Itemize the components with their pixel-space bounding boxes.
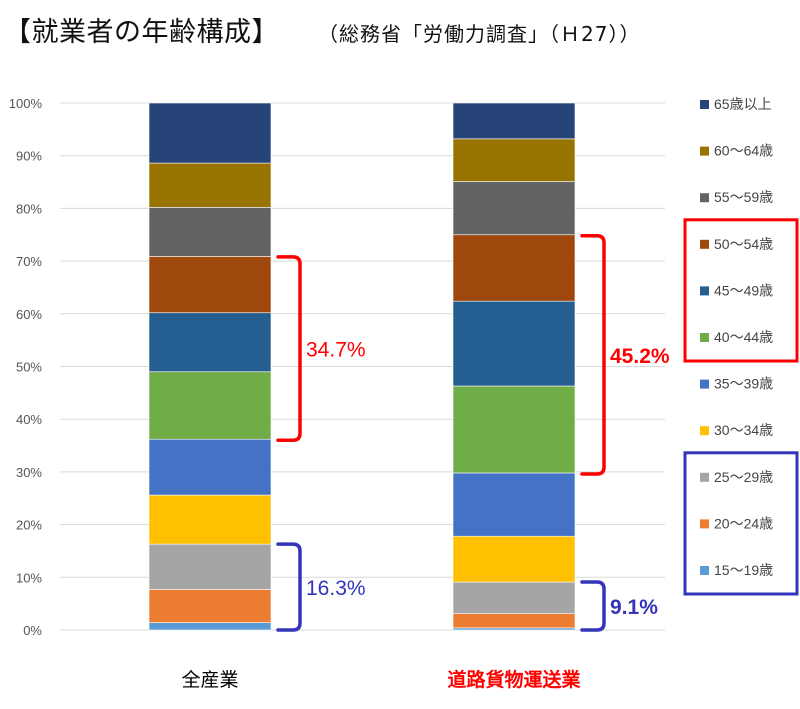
y-tick-label: 100% xyxy=(9,96,43,111)
bar-segment xyxy=(452,581,576,614)
legend-label: 50〜54歳 xyxy=(714,236,773,252)
y-tick-label: 40% xyxy=(16,412,42,427)
legend-label: 35〜39歳 xyxy=(714,376,773,392)
chart-title: 【就業者の年齢構成】 xyxy=(4,17,279,48)
annotation-label: 34.7% xyxy=(306,339,366,362)
legend-swatch xyxy=(700,472,709,482)
bar-segment xyxy=(148,494,272,545)
legend-swatch xyxy=(700,239,709,249)
legend-label: 60〜64歳 xyxy=(714,143,773,159)
bar-segment xyxy=(452,181,576,236)
chart-subtitle: （総務省「労働力調査」（Ｈ27）） xyxy=(318,22,641,46)
bar-segment xyxy=(148,622,272,631)
y-tick-label: 0% xyxy=(23,623,42,638)
bar-segment xyxy=(452,234,576,302)
category-label: 全産業 xyxy=(181,669,238,691)
bar-segment xyxy=(148,438,272,496)
bar-segment xyxy=(148,256,272,314)
y-tick-label: 60% xyxy=(16,307,42,322)
legend-swatch xyxy=(700,426,709,436)
legend-swatch xyxy=(700,566,709,575)
bar-segment xyxy=(148,207,272,257)
legend-swatch xyxy=(700,146,709,156)
legend-label: 40〜44歳 xyxy=(714,329,773,345)
legend-swatch xyxy=(700,193,709,203)
bar-segment xyxy=(452,613,576,629)
legend-swatch xyxy=(700,100,709,109)
bar-segment xyxy=(148,371,272,440)
bar-segment xyxy=(452,138,576,182)
legend-label: 25〜29歳 xyxy=(714,469,773,485)
y-tick-label: 70% xyxy=(16,254,42,269)
y-tick-label: 10% xyxy=(16,570,42,585)
bar-segment xyxy=(148,543,272,590)
y-tick-label: 20% xyxy=(16,518,42,533)
annotation-bracket xyxy=(276,255,302,443)
annotation-label: 16.3% xyxy=(306,577,366,600)
bar-segment xyxy=(452,300,576,387)
legend-label: 15〜19歳 xyxy=(714,562,773,578)
legend-swatch xyxy=(700,379,709,389)
legend-group-box xyxy=(683,218,799,363)
annotation-bracket xyxy=(276,542,302,632)
legend-label: 45〜49歳 xyxy=(714,282,773,298)
annotation-label: 45.2% xyxy=(610,345,670,368)
legend-swatch xyxy=(700,519,709,529)
y-tick-label: 30% xyxy=(16,465,42,480)
bar-segment xyxy=(452,102,576,140)
annotation-label: 9.1% xyxy=(610,596,658,619)
y-tick-label: 90% xyxy=(16,149,42,164)
bar-segment xyxy=(452,627,576,631)
annotation-bracket xyxy=(580,234,606,476)
legend-swatch xyxy=(700,333,709,342)
legend-label: 30〜34歳 xyxy=(714,422,773,438)
bar-segment xyxy=(148,589,272,623)
legend-group-box xyxy=(683,451,799,596)
bar-segment xyxy=(452,385,576,474)
annotation-bracket xyxy=(580,580,606,632)
bar-segment xyxy=(452,535,576,583)
bar-segment xyxy=(148,102,272,164)
bar-segment xyxy=(452,472,576,537)
legend-label: 65歳以上 xyxy=(714,96,772,112)
bar-segment xyxy=(148,162,272,208)
legend-label: 55〜59歳 xyxy=(714,189,773,205)
y-tick-label: 50% xyxy=(16,360,42,375)
y-tick-label: 80% xyxy=(16,201,42,216)
legend-label: 20〜24歳 xyxy=(714,515,773,531)
category-label: 道路貨物運送業 xyxy=(447,668,581,691)
bar-segment xyxy=(148,312,272,373)
legend-swatch xyxy=(700,286,709,296)
